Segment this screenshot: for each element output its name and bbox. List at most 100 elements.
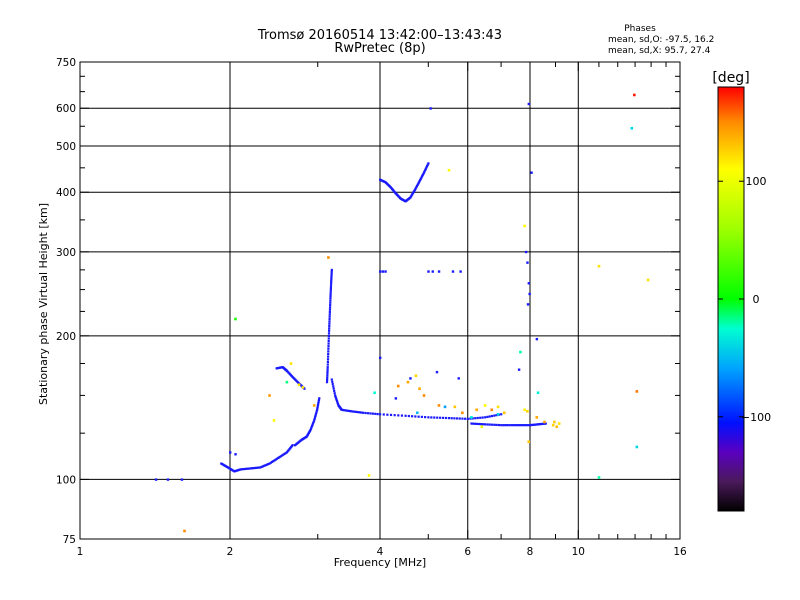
echo-point bbox=[486, 415, 489, 418]
echo-point bbox=[249, 467, 252, 470]
echo-point bbox=[490, 414, 494, 418]
echo-point bbox=[466, 417, 469, 420]
x-axis-label: Frequency [MHz] bbox=[334, 556, 426, 569]
echo-point-phase bbox=[535, 416, 539, 419]
echo-point bbox=[355, 410, 358, 414]
echo-point bbox=[282, 453, 285, 456]
echo-point-phase bbox=[453, 405, 457, 409]
echo-point bbox=[313, 416, 317, 419]
echo-point bbox=[389, 413, 393, 417]
echo-point-phase bbox=[597, 476, 601, 479]
echo-point bbox=[346, 409, 349, 412]
echo-point bbox=[424, 167, 427, 170]
echo-point bbox=[437, 270, 441, 273]
echo-point bbox=[329, 284, 333, 287]
echo-point bbox=[480, 423, 483, 426]
echo-point bbox=[329, 290, 332, 293]
echo-point bbox=[330, 278, 333, 281]
echo-point bbox=[411, 415, 414, 418]
echo-point bbox=[526, 303, 530, 306]
echo-point bbox=[386, 413, 389, 416]
echo-point bbox=[325, 381, 329, 384]
echo-point bbox=[314, 414, 317, 417]
echo-point bbox=[506, 424, 509, 427]
echo-point bbox=[280, 454, 284, 457]
echo-point bbox=[515, 424, 518, 427]
echo-point bbox=[330, 268, 333, 272]
echo-point bbox=[328, 317, 331, 321]
echo-point bbox=[417, 182, 420, 185]
y-tick-label: 600 bbox=[56, 103, 76, 115]
echo-point bbox=[329, 294, 332, 298]
echo-point-phase bbox=[480, 425, 484, 429]
echo-point bbox=[531, 423, 534, 427]
echo-point bbox=[315, 410, 318, 413]
echo-point-phase bbox=[519, 350, 522, 354]
y-tick-label: 100 bbox=[56, 474, 76, 486]
echo-point bbox=[326, 360, 330, 363]
echo-point bbox=[426, 164, 429, 168]
echo-point bbox=[447, 417, 451, 420]
echo-point bbox=[327, 347, 330, 350]
echo-point bbox=[328, 308, 332, 311]
echo-point bbox=[229, 451, 232, 454]
echo-point-phase bbox=[555, 425, 559, 429]
echo-point-phase bbox=[414, 374, 418, 378]
echo-point bbox=[488, 423, 491, 426]
colorbar-unit-label: [deg] bbox=[712, 70, 749, 86]
echo-point bbox=[351, 410, 355, 413]
echo-point bbox=[476, 422, 479, 426]
echo-point bbox=[331, 380, 334, 383]
echo-point bbox=[464, 417, 467, 420]
echo-point bbox=[512, 424, 516, 427]
echo-point-phase bbox=[553, 420, 556, 424]
echo-point bbox=[303, 387, 306, 390]
echo-point bbox=[279, 455, 282, 458]
echo-point bbox=[267, 463, 270, 466]
echo-point bbox=[328, 306, 332, 309]
echo-point bbox=[309, 427, 313, 430]
echo-point bbox=[348, 409, 351, 413]
echo-point bbox=[283, 452, 286, 456]
echo-point-phase bbox=[447, 168, 451, 172]
echo-point bbox=[273, 459, 276, 462]
echo-point bbox=[332, 385, 335, 388]
echo-point bbox=[278, 455, 281, 459]
echo-point bbox=[535, 337, 539, 341]
echo-point bbox=[326, 370, 329, 373]
x-tick-label: 16 bbox=[673, 546, 687, 558]
echo-point bbox=[474, 417, 477, 420]
echo-point bbox=[327, 350, 330, 353]
echo-point bbox=[239, 468, 242, 471]
echo-point bbox=[335, 400, 339, 403]
echo-point bbox=[245, 467, 248, 470]
echo-point bbox=[488, 415, 491, 418]
echo-point bbox=[530, 423, 533, 427]
echo-point bbox=[154, 478, 158, 481]
echo-point bbox=[242, 468, 245, 471]
echo-point bbox=[544, 422, 547, 425]
echo-point bbox=[336, 401, 339, 404]
echo-point bbox=[180, 478, 184, 481]
echo-point bbox=[360, 411, 363, 414]
echo-point bbox=[328, 315, 331, 318]
echo-point-phase bbox=[443, 405, 447, 409]
echo-point bbox=[400, 414, 404, 417]
echo-point-phase bbox=[268, 394, 271, 397]
colorbar-tick-label: −100 bbox=[741, 411, 771, 424]
echo-point bbox=[264, 464, 267, 467]
echo-point bbox=[429, 107, 432, 110]
echo-point bbox=[333, 389, 336, 393]
x-tick-label: 4 bbox=[377, 546, 384, 558]
echo-point-phase bbox=[536, 391, 540, 395]
echo-point bbox=[310, 426, 313, 429]
echo-point bbox=[330, 274, 333, 277]
echo-point-phase bbox=[502, 411, 506, 415]
echo-point bbox=[419, 177, 422, 180]
echo-point bbox=[326, 363, 329, 366]
echo-point bbox=[412, 190, 415, 194]
echo-point bbox=[246, 467, 249, 470]
echo-point bbox=[413, 189, 416, 192]
chart-subtitle: RwPretec (8p) bbox=[334, 41, 425, 56]
echo-point-phase bbox=[483, 404, 487, 407]
